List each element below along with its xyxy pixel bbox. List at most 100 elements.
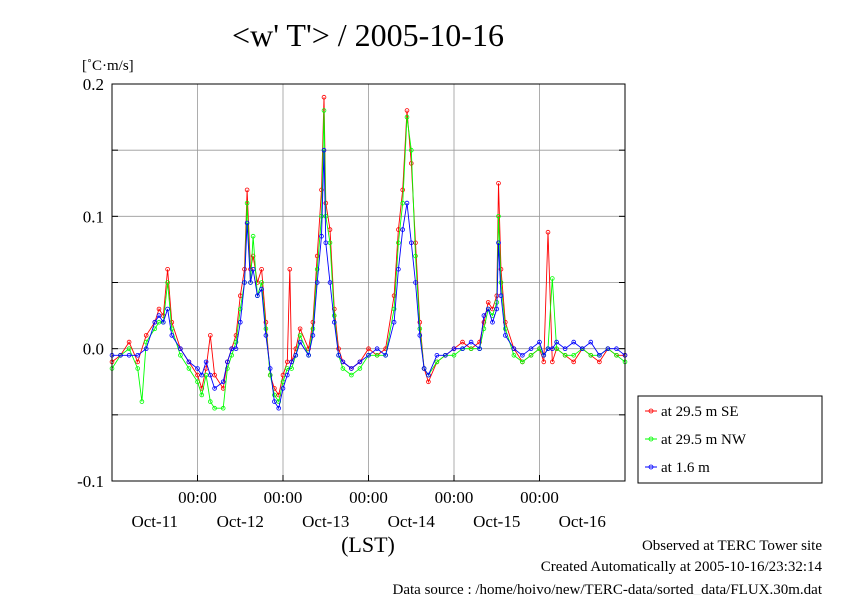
- series-point: [244, 200, 250, 206]
- series-point: [195, 366, 200, 371]
- series-point: [520, 359, 525, 365]
- series-point: [284, 359, 290, 365]
- series-point: [331, 319, 337, 325]
- x-tick-time-label: 00:00: [520, 488, 559, 507]
- series-point: [139, 399, 145, 404]
- series-point: [238, 319, 243, 325]
- series-point: [374, 346, 380, 352]
- series-point: [267, 366, 273, 371]
- series-line: [111, 110, 626, 409]
- series-point: [494, 306, 500, 312]
- series-point: [248, 280, 253, 285]
- series-point: [244, 220, 250, 226]
- series-point: [276, 405, 282, 411]
- series-point: [135, 366, 141, 371]
- series-point: [212, 386, 217, 391]
- series-point: [502, 326, 508, 332]
- series-point: [208, 372, 213, 378]
- series-point: [165, 306, 170, 312]
- series-point: [520, 352, 525, 358]
- series-point: [400, 187, 406, 193]
- series-point: [374, 352, 380, 358]
- series-point: [195, 379, 200, 385]
- x-tick-date-label: Oct-14: [388, 512, 436, 531]
- series-point: [496, 181, 501, 186]
- series-point: [287, 266, 293, 272]
- series-point: [605, 346, 611, 352]
- series-point: [220, 379, 226, 385]
- series-point: [451, 352, 457, 358]
- x-tick-time-label: 00:00: [178, 488, 217, 507]
- series-point: [597, 352, 602, 358]
- series-point: [233, 346, 239, 352]
- series-point: [554, 346, 559, 352]
- series-point: [366, 352, 371, 358]
- series-point: [225, 359, 230, 365]
- series-point: [267, 372, 273, 378]
- x-tick-date-label: Oct-11: [131, 512, 178, 531]
- footer-observed: Observed at TERC Tower site: [642, 538, 822, 554]
- series-point: [310, 333, 316, 338]
- series-point: [126, 346, 132, 352]
- series-point: [549, 346, 555, 352]
- series-point: [289, 359, 294, 365]
- series-point: [511, 352, 517, 358]
- series-point: [212, 405, 217, 411]
- series-point: [327, 240, 333, 246]
- series-point: [255, 293, 260, 299]
- series-point: [541, 359, 547, 365]
- series-point: [340, 359, 346, 365]
- series-point: [199, 392, 205, 398]
- series-point: [579, 346, 585, 352]
- legend-label: at 1.6 m: [661, 460, 710, 476]
- series-point: [297, 326, 303, 332]
- series-point: [349, 366, 354, 371]
- series-point: [165, 266, 170, 272]
- series-point: [161, 319, 166, 325]
- series-point: [306, 346, 311, 352]
- series-point: [156, 313, 162, 318]
- y-tick-label: 0.2: [83, 75, 104, 94]
- series-point: [208, 333, 213, 338]
- series-point: [336, 352, 341, 358]
- grid: [112, 84, 625, 481]
- series-point: [297, 333, 303, 338]
- series-point: [460, 346, 465, 352]
- x-tick-time-label: 00:00: [264, 488, 303, 507]
- series-point: [434, 352, 440, 358]
- series-point: [156, 306, 162, 312]
- series-point: [321, 94, 327, 100]
- series-point: [571, 352, 576, 358]
- series-point: [588, 352, 594, 358]
- series-point: [321, 147, 327, 153]
- series-point: [293, 352, 299, 358]
- series-point: [421, 366, 427, 371]
- series-point: [143, 346, 149, 352]
- series-point: [336, 346, 341, 352]
- series-point: [321, 108, 327, 113]
- series-point: [396, 240, 401, 246]
- x-tick-date-label: Oct-12: [217, 512, 264, 531]
- series-point: [496, 214, 501, 219]
- series-point: [203, 359, 209, 365]
- series-point: [244, 187, 250, 193]
- series-point: [498, 293, 504, 299]
- y-tick-label: -0.1: [77, 472, 104, 491]
- series-point: [460, 339, 465, 345]
- legend-entry: at 1.6 m: [645, 460, 710, 476]
- series-point: [212, 372, 217, 378]
- legend-box: [637, 395, 823, 484]
- series-point: [297, 339, 303, 345]
- series-point: [408, 240, 414, 246]
- series-point: [434, 359, 440, 365]
- series-point: [250, 266, 256, 272]
- series-point: [391, 306, 397, 312]
- series-point: [400, 200, 406, 206]
- series-point: [259, 286, 264, 292]
- series-point: [314, 266, 320, 272]
- series-point: [272, 392, 277, 398]
- series-point: [541, 352, 547, 358]
- series-point: [496, 240, 501, 246]
- x-tick-time-label: 00:00: [349, 488, 388, 507]
